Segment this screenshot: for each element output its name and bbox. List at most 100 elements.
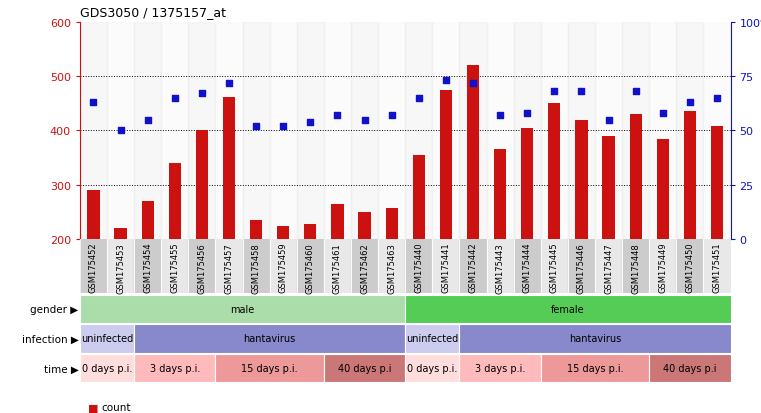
Bar: [196, 131, 208, 240]
Point: [169, 95, 181, 102]
Bar: [223, 97, 235, 240]
Text: GSM175460: GSM175460: [306, 242, 315, 293]
Bar: [440, 90, 452, 240]
Bar: [107, 240, 134, 293]
Text: male: male: [231, 304, 255, 314]
Point: [358, 117, 371, 123]
Text: GSM175457: GSM175457: [224, 242, 234, 293]
Bar: [595, 23, 622, 240]
Bar: [603, 137, 615, 240]
Text: GSM175462: GSM175462: [360, 242, 369, 293]
Bar: [134, 23, 161, 240]
Text: ■: ■: [88, 402, 98, 412]
Bar: [169, 164, 181, 240]
Point: [440, 78, 452, 85]
Bar: [297, 23, 324, 240]
Bar: [432, 23, 460, 240]
Bar: [80, 240, 107, 293]
Bar: [412, 156, 425, 240]
Text: GSM175441: GSM175441: [441, 242, 451, 293]
Bar: [142, 202, 154, 240]
Text: uninfected: uninfected: [406, 334, 458, 344]
Bar: [215, 23, 243, 240]
Bar: [703, 240, 731, 293]
Text: GSM175444: GSM175444: [523, 242, 532, 293]
Point: [711, 95, 723, 102]
Text: hantavirus: hantavirus: [569, 334, 621, 344]
Bar: [467, 66, 479, 240]
Text: GSM175442: GSM175442: [469, 242, 477, 293]
Text: GSM175443: GSM175443: [495, 242, 505, 293]
Point: [467, 80, 479, 87]
Point: [494, 113, 506, 119]
Text: uninfected: uninfected: [81, 334, 133, 344]
Bar: [277, 226, 289, 240]
Text: GSM175456: GSM175456: [197, 242, 206, 293]
Point: [223, 80, 235, 87]
Bar: [88, 191, 100, 240]
Bar: [657, 139, 669, 240]
Text: GSM175450: GSM175450: [686, 242, 694, 293]
Text: GSM175454: GSM175454: [143, 242, 152, 293]
Bar: [386, 208, 398, 240]
Bar: [548, 104, 560, 240]
Bar: [243, 240, 269, 293]
Bar: [107, 23, 134, 240]
Bar: [684, 112, 696, 240]
Text: GSM175447: GSM175447: [604, 242, 613, 293]
Point: [521, 110, 533, 117]
Bar: [304, 224, 317, 240]
Point: [548, 89, 560, 95]
Bar: [378, 240, 405, 293]
Bar: [494, 150, 506, 240]
Text: GSM175446: GSM175446: [577, 242, 586, 293]
Point: [575, 89, 587, 95]
Point: [629, 89, 642, 95]
Bar: [324, 240, 351, 293]
Bar: [250, 221, 263, 240]
Bar: [161, 23, 189, 240]
Bar: [541, 240, 568, 293]
Bar: [189, 240, 215, 293]
Text: GSM175449: GSM175449: [658, 242, 667, 293]
Point: [142, 117, 154, 123]
Text: 40 days p.i: 40 days p.i: [663, 363, 717, 373]
Bar: [405, 23, 432, 240]
Point: [88, 100, 100, 106]
Text: 3 days p.i.: 3 days p.i.: [150, 363, 200, 373]
Bar: [80, 23, 107, 240]
Text: gender ▶: gender ▶: [30, 304, 78, 314]
Bar: [161, 240, 189, 293]
Text: GDS3050 / 1375157_at: GDS3050 / 1375157_at: [80, 6, 226, 19]
Bar: [649, 240, 677, 293]
Bar: [568, 23, 595, 240]
Point: [412, 95, 425, 102]
Bar: [134, 240, 161, 293]
Bar: [351, 240, 378, 293]
Text: GSM175455: GSM175455: [170, 242, 180, 293]
Bar: [351, 23, 378, 240]
Bar: [269, 240, 297, 293]
Bar: [460, 240, 486, 293]
Bar: [575, 120, 587, 240]
Text: 40 days p.i: 40 days p.i: [338, 363, 391, 373]
Bar: [189, 23, 215, 240]
Bar: [243, 23, 269, 240]
Text: GSM175458: GSM175458: [252, 242, 260, 293]
Bar: [541, 23, 568, 240]
Text: 0 days p.i.: 0 days p.i.: [407, 363, 457, 373]
Point: [657, 110, 669, 117]
Bar: [521, 128, 533, 240]
Bar: [649, 23, 677, 240]
Bar: [297, 240, 324, 293]
Bar: [595, 240, 622, 293]
Bar: [269, 23, 297, 240]
Text: count: count: [101, 402, 131, 412]
Text: hantavirus: hantavirus: [244, 334, 296, 344]
Point: [684, 100, 696, 106]
Text: 0 days p.i.: 0 days p.i.: [82, 363, 132, 373]
Point: [196, 91, 208, 97]
Point: [304, 119, 317, 126]
Point: [331, 113, 343, 119]
Bar: [677, 23, 703, 240]
